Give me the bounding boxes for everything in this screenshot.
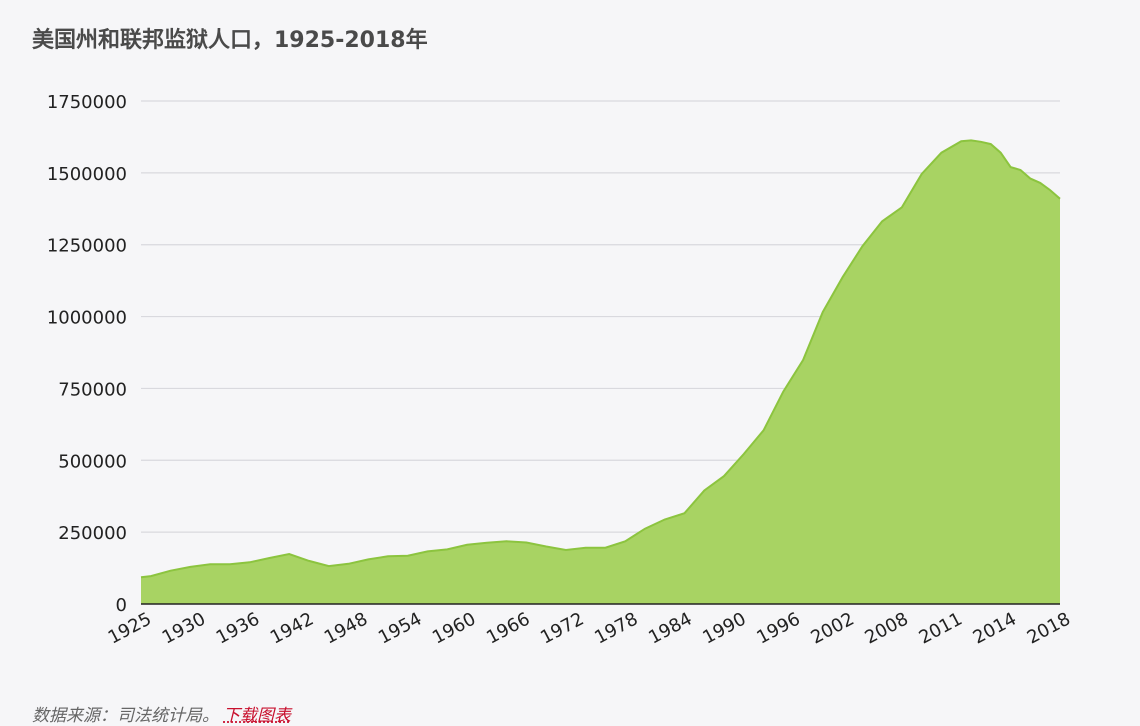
x-tick-label: 2018: [1024, 608, 1074, 648]
x-tick-label: 2002: [807, 608, 857, 648]
x-tick-label: 1942: [267, 608, 317, 648]
x-tick-label: 1948: [321, 608, 371, 648]
x-tick-label: 1936: [213, 608, 263, 648]
x-tick-label: 1960: [429, 608, 479, 648]
y-tick-label: 0: [116, 595, 127, 616]
x-tick-label: 2011: [916, 608, 966, 648]
x-tick-label: 1996: [753, 608, 803, 648]
prison-population-line: [140, 139, 1061, 579]
y-tick-label: 250000: [58, 523, 127, 544]
x-tick-label: 2008: [862, 608, 912, 648]
x-tick-label: 1972: [537, 608, 587, 648]
y-tick-label: 500000: [58, 451, 127, 472]
y-axis-ticks: 0 250000 500000 750000 1000000 1250000 1500000…: [47, 92, 127, 616]
x-tick-label: 2014: [970, 608, 1020, 648]
y-tick-label: 1250000: [47, 236, 127, 257]
y-tick-label: 1500000: [47, 164, 127, 185]
chart-footer: 数据来源：司法统计局。 下载图表: [32, 701, 291, 726]
x-tick-label: 1925: [105, 608, 155, 648]
gridlines: [141, 100, 1060, 533]
x-tick-label: 1990: [699, 608, 749, 648]
x-tick-label: 1954: [375, 608, 425, 648]
x-tick-label: 1984: [645, 608, 695, 648]
source-note: 数据来源：司法统计局。: [32, 706, 219, 726]
prison-population-area: [141, 140, 1060, 604]
x-tick-label: 1978: [591, 608, 641, 648]
x-tick-label: 1930: [159, 608, 209, 648]
y-tick-label: 1000000: [47, 308, 127, 329]
chart: 0 250000 500000 750000 1000000 1250000 1500000…: [47, 92, 1074, 649]
y-tick-label: 750000: [58, 379, 127, 400]
download-chart-link[interactable]: 下载图表: [223, 706, 291, 726]
chart-title: 美国州和联邦监狱人口，1925-2018年: [32, 28, 428, 53]
y-tick-label: 1750000: [47, 92, 127, 113]
x-axis-ticks: 1925 1930 1936 1942 1948 1954 1960 1966 1972 1978…: [105, 608, 1074, 648]
x-tick-label: 1966: [483, 608, 533, 648]
